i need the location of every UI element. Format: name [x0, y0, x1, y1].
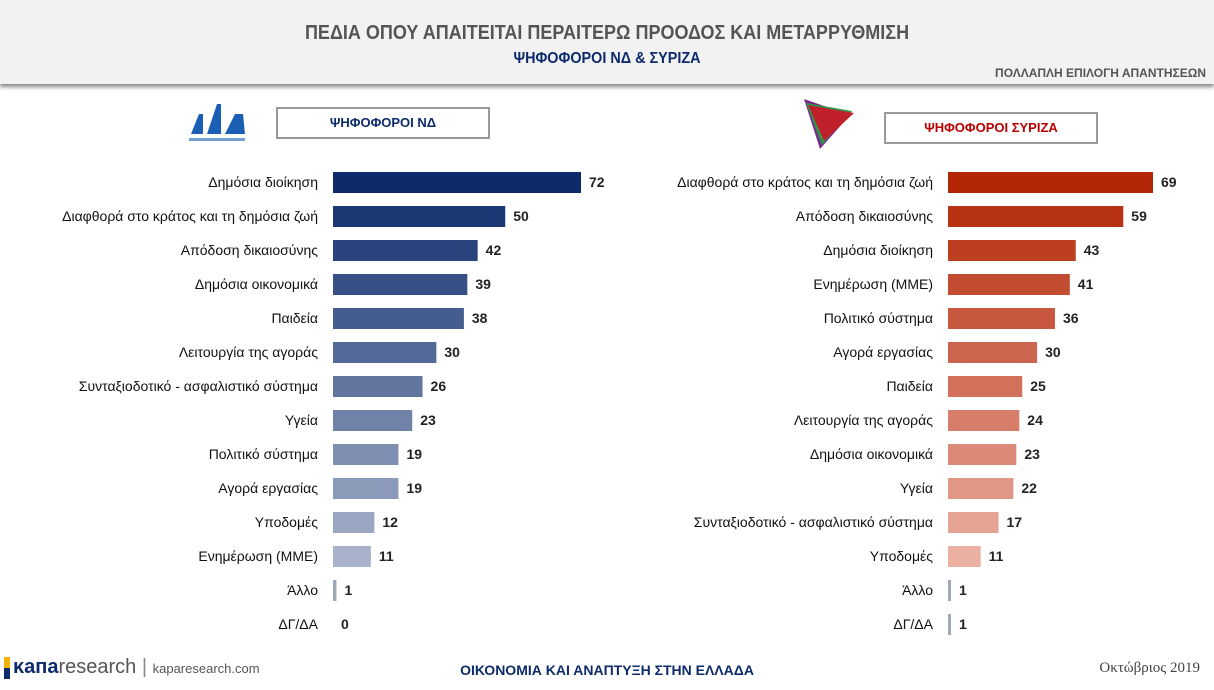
kapa-research-logo: κапаresearch | kaparesearch.com: [4, 656, 260, 679]
nd-value-label: 26: [431, 378, 447, 394]
syriza-bar: [948, 478, 1014, 499]
nd-value-label: 23: [420, 412, 436, 428]
nd-bar: [333, 274, 468, 295]
nd-bar: [333, 410, 413, 431]
legend-nd: ΨΗΦΟΦΟΡΟΙ ΝΔ: [276, 107, 490, 139]
syriza-bar: [948, 274, 1070, 295]
website-link[interactable]: kaparesearch.com: [152, 661, 260, 676]
nd-bar: [333, 546, 371, 567]
syriza-value-label: 43: [1084, 242, 1100, 258]
multiple-choice-note: ΠΟΛΛΑΠΛΗ ΕΠΙΛΟΓΗ ΑΠΑΝΤΗΣΕΩΝ: [995, 66, 1206, 80]
syriza-bar: [948, 206, 1124, 227]
nd-bar: [333, 512, 375, 533]
nd-category-label: Δημόσια οικονομικά: [195, 276, 318, 292]
nd-category-label: Υποδομές: [255, 514, 318, 530]
nd-category-label: Άλλο: [287, 582, 318, 598]
nd-category-label: Παιδεία: [271, 310, 318, 326]
syriza-category-label: Ενημέρωση (ΜΜΕ): [813, 276, 933, 292]
nd-value-label: 38: [472, 310, 488, 326]
syriza-value-label: 11: [989, 548, 1004, 564]
nd-value-label: 42: [486, 242, 502, 258]
nd-category-label: Ενημέρωση (ΜΜΕ): [198, 548, 318, 564]
date: Οκτώβριος 2019: [1099, 660, 1200, 676]
nd-category-label: ΔΓ/ΔΑ: [278, 616, 318, 632]
syriza-value-label: 41: [1078, 276, 1094, 292]
nd-category-label: Λειτουργία της αγοράς: [179, 344, 318, 360]
nd-value-label: 0: [341, 616, 349, 632]
syriza-bar: [948, 512, 999, 533]
syriza-value-label: 17: [1007, 514, 1023, 530]
syriza-value-label: 69: [1161, 174, 1177, 190]
nd-bar: [333, 376, 423, 397]
syriza-value-label: 24: [1027, 412, 1043, 428]
nd-category-label: Αγορά εργασίας: [218, 480, 318, 496]
nd-bar: [333, 240, 478, 261]
syriza-value-label: 1: [959, 582, 967, 598]
nd-bar: [333, 580, 337, 601]
syriza-category-label: Λειτουργία της αγοράς: [794, 412, 933, 428]
syriza-bar: [948, 342, 1038, 363]
nd-category-label: Δημόσια διοίκηση: [208, 174, 318, 190]
syriza-category-label: Απόδοση δικαιοσύνης: [796, 208, 933, 224]
syriza-bar: [948, 410, 1020, 431]
nd-category-label: Συνταξιοδοτικό - ασφαλιστικό σύστημα: [79, 378, 318, 394]
nd-bar: [333, 342, 437, 363]
syriza-category-label: Υγεία: [900, 480, 933, 496]
syriza-category-label: Δημόσια διοίκηση: [823, 242, 933, 258]
syriza-bar: [948, 240, 1076, 261]
page-subtitle: ΨΗΦΟΦΟΡΟΙ ΝΔ & ΣΥΡΙΖΑ: [513, 50, 701, 67]
legend-syriza: ΨΗΦΟΦΟΡΟΙ ΣΥΡΙΖΑ: [884, 112, 1098, 144]
syriza-category-label: Δημόσια οικονομικά: [810, 446, 933, 462]
syriza-bar: [948, 444, 1017, 465]
syriza-value-label: 25: [1030, 378, 1046, 394]
syriza-bar: [948, 580, 951, 601]
syriza-value-label: 22: [1021, 480, 1037, 496]
syriza-category-label: ΔΓ/ΔΑ: [893, 616, 933, 632]
nd-bar: [333, 478, 399, 499]
syriza-value-label: 23: [1024, 446, 1040, 462]
nd-value-label: 30: [444, 344, 460, 360]
syriza-category-label: Παιδεία: [886, 378, 933, 394]
nd-value-label: 1: [344, 582, 352, 598]
nd-category-label: Πολιτικό σύστημα: [209, 446, 318, 462]
syriza-bar: [948, 172, 1153, 193]
syriza-category-label: Διαφθορά στο κράτος και τη δημόσια ζωή: [677, 174, 933, 190]
nd-value-label: 19: [406, 480, 422, 496]
brand-bold: κапа: [13, 656, 59, 678]
syriza-category-label: Υποδομές: [870, 548, 933, 564]
syriza-logo: [800, 95, 860, 150]
nd-bar: [333, 308, 464, 329]
syriza-value-label: 1: [959, 616, 967, 632]
header: ΠΕΔΙΑ ΟΠΟΥ ΑΠΑΙΤΕΙΤΑΙ ΠΕΡΑΙΤΕΡΩ ΠΡΟΟΔΟΣ …: [0, 0, 1214, 84]
nd-category-label: Υγεία: [285, 412, 318, 428]
syriza-bar: [948, 308, 1055, 329]
nd-category-label: Διαφθορά στο κράτος και τη δημόσια ζωή: [62, 208, 318, 224]
syriza-bar: [948, 546, 981, 567]
nd-value-label: 12: [382, 514, 398, 530]
nd-bar: [333, 172, 581, 193]
syriza-value-label: 30: [1045, 344, 1061, 360]
syriza-category-label: Πολιτικό σύστημα: [824, 310, 933, 326]
nd-category-label: Απόδοση δικαιοσύνης: [181, 242, 318, 258]
syriza-category-label: Άλλο: [902, 582, 933, 598]
nd-bar: [333, 206, 506, 227]
page-title: ΠΕΔΙΑ ΟΠΟΥ ΑΠΑΙΤΕΙΤΑΙ ΠΕΡΑΙΤΕΡΩ ΠΡΟΟΔΟΣ …: [304, 22, 910, 44]
nd-value-label: 72: [589, 174, 605, 190]
nd-logo: [187, 100, 249, 145]
nd-value-label: 50: [513, 208, 529, 224]
nd-value-label: 19: [406, 446, 422, 462]
syriza-bar: [948, 376, 1023, 397]
brand-light: research: [58, 656, 137, 678]
nd-value-label: 39: [475, 276, 491, 292]
nd-value-label: 11: [379, 548, 394, 564]
nd-bar: [333, 444, 399, 465]
footer-title: ΟΙΚΟΝΟΜΙΑ ΚΑΙ ΑΝΑΠΤΥΞΗ ΣΤΗΝ ΕΛΛΑΔΑ: [460, 662, 754, 678]
syriza-value-label: 36: [1063, 310, 1079, 326]
syriza-bar: [948, 614, 951, 635]
syriza-category-label: Αγορά εργασίας: [833, 344, 933, 360]
syriza-value-label: 59: [1131, 208, 1147, 224]
syriza-category-label: Συνταξιοδοτικό - ασφαλιστικό σύστημα: [694, 514, 933, 530]
